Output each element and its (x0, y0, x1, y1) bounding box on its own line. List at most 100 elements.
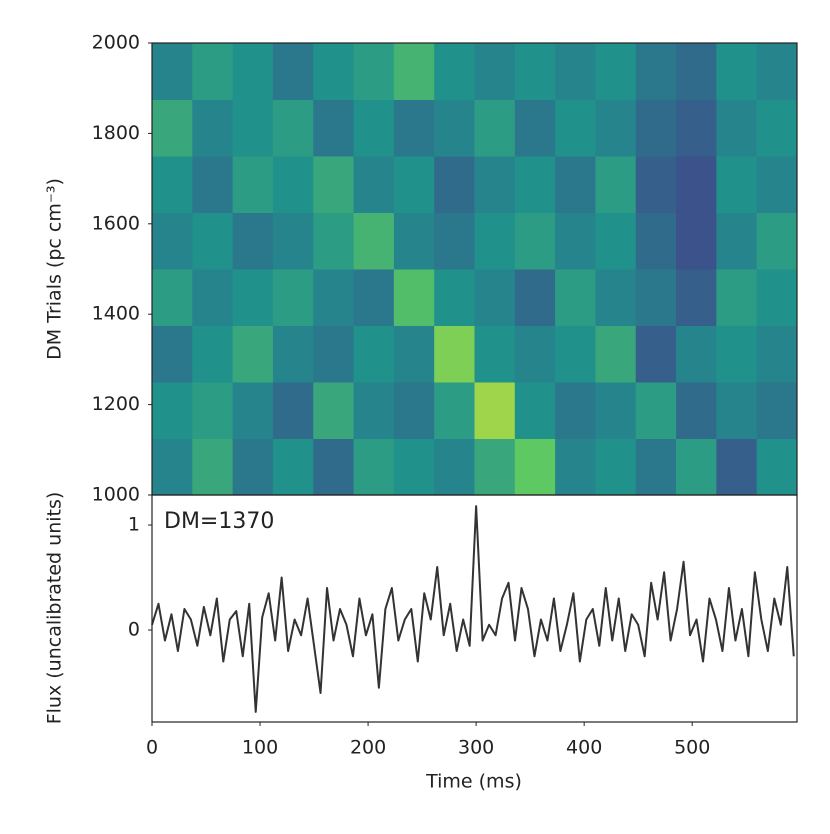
heat-cell (716, 212, 758, 270)
heat-cell (514, 43, 556, 100)
heat-cell (353, 382, 395, 439)
heat-cell (474, 269, 516, 326)
annotation: DM=1370 (164, 509, 274, 534)
heat-cell (434, 43, 475, 100)
heat-cell (756, 43, 798, 100)
heat-cell (474, 438, 516, 496)
heat-cell (474, 212, 516, 270)
heat-cell (313, 269, 355, 326)
heat-cell (716, 438, 758, 496)
x-tick-label: 200 (350, 737, 386, 759)
heat-cell (434, 212, 475, 270)
heat-cell (353, 99, 395, 157)
heat-cell (272, 269, 314, 326)
heat-cell (555, 212, 596, 270)
heat-cell (756, 438, 798, 496)
heat-cell (272, 99, 314, 157)
y-tick-label: 0 (128, 619, 140, 641)
y-axis-title: Flux (uncalibrated units) (44, 492, 66, 725)
heat-cell (514, 382, 556, 439)
heat-cell (313, 156, 355, 213)
heat-cell (635, 438, 677, 496)
heat-cell (595, 325, 637, 383)
heat-cell (313, 438, 355, 496)
heat-cell (635, 382, 677, 439)
heat-cell (756, 382, 798, 439)
heat-cell (393, 269, 435, 326)
y-tick-label: 1200 (92, 393, 140, 415)
heat-cell (313, 325, 355, 383)
heat-cell (313, 212, 355, 270)
heat-cell (756, 269, 798, 326)
heat-cell (635, 99, 677, 157)
heat-cell (434, 99, 475, 157)
heat-cell (756, 156, 798, 213)
heat-cell (393, 212, 435, 270)
heat-cell (756, 212, 798, 270)
heat-cell (434, 156, 475, 213)
heatmap-panel: 1000 1200 1400 1600 1800 2000 (92, 32, 798, 506)
heat-cell (353, 43, 395, 100)
heat-cell (434, 325, 475, 383)
x-tick-label: 400 (566, 737, 602, 759)
heat-cell (152, 156, 193, 213)
heat-cell (393, 43, 435, 100)
heat-cell (272, 382, 314, 439)
x-tick-label: 0 (146, 737, 158, 759)
heat-cell (514, 325, 556, 383)
x-tick-label: 100 (242, 737, 278, 759)
heat-cell (474, 382, 516, 439)
heat-cell (152, 269, 193, 326)
heat-cell (635, 212, 677, 270)
heat-cell (192, 212, 234, 270)
heat-cell (555, 382, 596, 439)
heat-cell (635, 156, 677, 213)
heat-cell (676, 43, 717, 100)
heat-cell (232, 212, 274, 270)
heat-cell (272, 43, 314, 100)
heat-cell (232, 43, 274, 100)
heat-cell (192, 269, 234, 326)
heat-cell (716, 325, 758, 383)
heat-cell (716, 382, 758, 439)
heat-cell (555, 99, 596, 157)
flux-line (151, 505, 795, 713)
heat-cell (313, 99, 355, 157)
heat-cell (313, 43, 355, 100)
heat-cell (716, 43, 758, 100)
heat-cell (555, 43, 596, 100)
heat-cell (393, 156, 435, 213)
heat-cell (272, 212, 314, 270)
heat-cell (434, 269, 475, 326)
heat-cell (756, 99, 798, 157)
heat-cell (676, 212, 717, 270)
line-panel: 0 1 0 100 200 300 400 500 (128, 505, 795, 759)
heat-cell (272, 325, 314, 383)
heat-cell (514, 212, 556, 270)
heat-cell (192, 43, 234, 100)
heat-cell (676, 99, 717, 157)
y-tick-label: 1 (128, 514, 140, 536)
heat-cell (353, 269, 395, 326)
heat-cell (393, 325, 435, 383)
heat-cell (232, 325, 274, 383)
heat-cell (313, 382, 355, 439)
heat-cell (353, 438, 395, 496)
heat-cell (393, 438, 435, 496)
heat-cell (434, 382, 475, 439)
x-tick-label: 500 (674, 737, 710, 759)
bottom-frame (151, 494, 798, 723)
heat-cell (232, 382, 274, 439)
heat-cell (152, 99, 193, 157)
heat-cell (393, 382, 435, 439)
heat-cell (192, 99, 234, 157)
heat-cell (152, 382, 193, 439)
x-axis-title: Time (ms) (425, 771, 522, 793)
heat-cell (353, 212, 395, 270)
heat-cell (555, 325, 596, 383)
heat-cell (595, 269, 637, 326)
heat-cell (192, 325, 234, 383)
heat-cell (635, 43, 677, 100)
heat-cell (676, 325, 717, 383)
